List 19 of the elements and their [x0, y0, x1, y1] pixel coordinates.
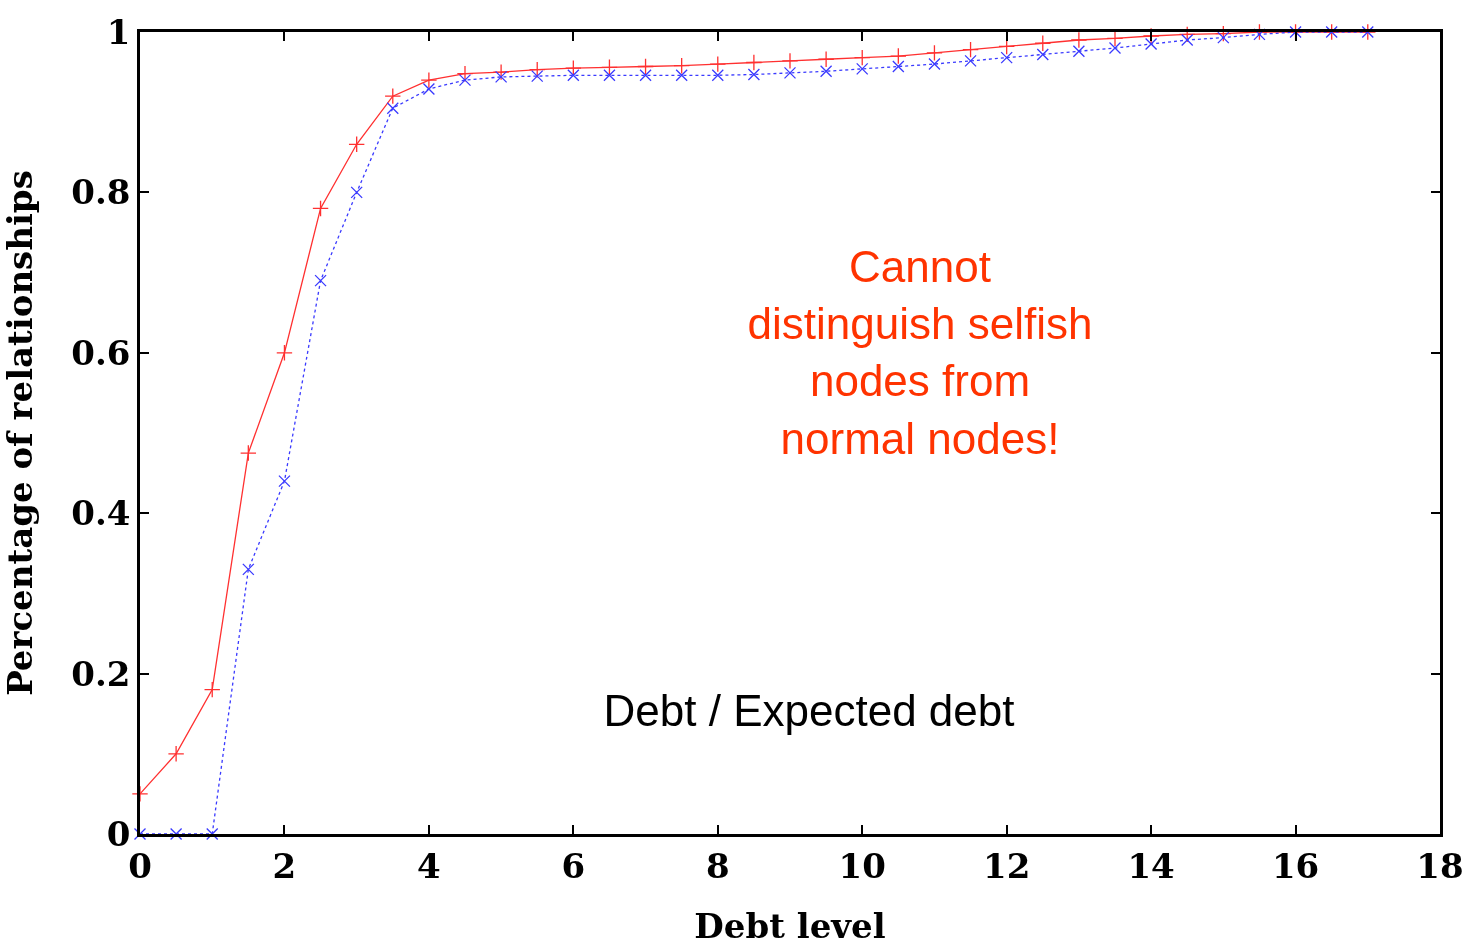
- x-tick-label: 18: [1416, 845, 1464, 886]
- annotation: Cannot distinguish selfish nodes from normal nodes!: [747, 242, 1093, 463]
- x-tick-label: 8: [705, 845, 730, 886]
- x-tick-label: 14: [1127, 845, 1175, 886]
- y-tick-label: 0: [106, 813, 131, 854]
- y-tick-label: 0.4: [71, 493, 131, 534]
- x-tick-label: 4: [417, 845, 441, 886]
- annotation: Debt / Expected debt: [603, 686, 1015, 735]
- y-tick-label: 1: [106, 11, 131, 52]
- x-axis-title: Debt level: [694, 905, 886, 946]
- y-axis-title: Percentage of relationships: [0, 170, 40, 696]
- y-tick-label: 0.8: [71, 172, 131, 213]
- y-tick-label: 0.2: [71, 653, 131, 694]
- x-tick-label: 12: [983, 845, 1031, 886]
- x-tick-label: 2: [272, 845, 297, 886]
- x-tick-label: 16: [1271, 845, 1320, 886]
- x-tick-label: 6: [561, 845, 586, 886]
- y-tick-label: 0.6: [71, 332, 131, 373]
- x-tick-label: 10: [838, 845, 886, 886]
